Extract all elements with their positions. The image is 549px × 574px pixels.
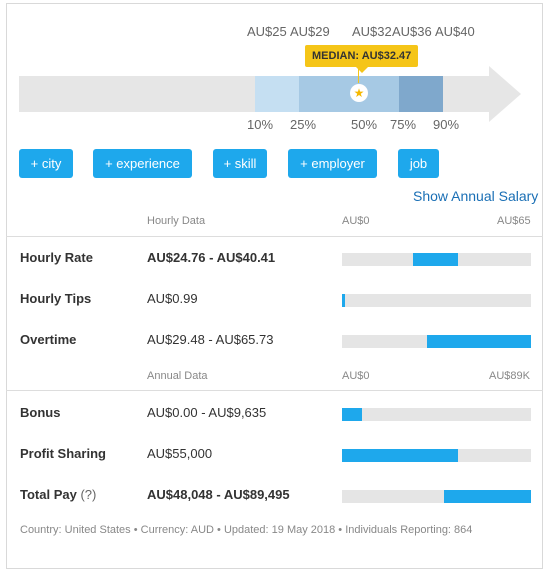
hourly-scale-max: AU$65 [497,215,531,227]
annual-scale-min: AU$0 [342,370,370,382]
bonus-bar-fill [342,408,362,421]
overtime-bar-fill [427,335,531,348]
total-pay-label: Total Pay (?) [20,487,96,502]
total-pay-value: AU$48,048 - AU$89,495 [147,487,290,502]
profit-sharing-label: Profit Sharing [20,446,106,461]
pct-75-value: AU$36 [392,24,432,39]
help-icon[interactable]: (?) [80,487,97,502]
profit-sharing-bar-fill [342,449,458,462]
hourly-rate-bar [342,253,531,266]
pct-90-value: AU$40 [435,24,475,39]
hourly-tips-label: Hourly Tips [20,291,92,306]
pct-label-90: 90% [433,117,460,132]
range-segment-25-75 [299,76,399,112]
median-star-icon: ★ [350,84,368,102]
bonus-bar [342,408,531,421]
total-pay-bar [342,490,531,503]
range-segment-10-25 [255,76,299,112]
filter-experience-button[interactable]: + experience [93,149,192,178]
overtime-bar [342,335,531,348]
pct-label-50: 50% [351,117,378,132]
divider [6,390,543,391]
hourly-tips-bar [342,294,531,307]
profit-sharing-bar [342,449,531,462]
pct-label-10: 10% [247,117,274,132]
filter-skill-button[interactable]: + skill [213,149,267,178]
data-footer: Country: United States • Currency: AUD •… [20,524,473,536]
filter-employer-button[interactable]: + employer [288,149,377,178]
hourly-rate-label: Hourly Rate [20,250,93,265]
bonus-value: AU$0.00 - AU$9,635 [147,405,267,420]
total-pay-bar-fill [444,490,531,503]
filter-job-button[interactable]: job [398,149,439,178]
annual-scale-max: AU$89K [489,370,530,382]
pct-50-value: AU$32 [352,24,392,39]
pct-25-value: AU$29 [290,24,330,39]
hourly-data-header: Hourly Data [147,215,206,227]
range-segment-75-90 [399,76,443,112]
median-badge: MEDIAN: AU$32.47 [305,45,419,73]
annual-data-header: Annual Data [147,370,208,382]
filter-city-button[interactable]: + city [19,149,73,178]
total-pay-label-text: Total Pay [20,487,77,502]
pct-label-75: 75% [390,117,417,132]
show-annual-salary-link[interactable]: Show Annual Salary [413,188,539,204]
overtime-label: Overtime [20,332,77,347]
profit-sharing-value: AU$55,000 [147,446,213,461]
range-arrow [489,66,521,122]
overtime-value: AU$29.48 - AU$65.73 [147,332,274,347]
bonus-label: Bonus [20,405,61,420]
pct-label-25: 25% [290,117,317,132]
hourly-scale-min: AU$0 [342,215,370,227]
pct-10-value: AU$25 [247,24,287,39]
hourly-rate-value: AU$24.76 - AU$40.41 [147,250,276,265]
median-tick [358,69,359,83]
divider [6,236,543,237]
hourly-tips-value: AU$0.99 [147,291,198,306]
hourly-tips-bar-fill [342,294,345,307]
hourly-rate-bar-fill [413,253,458,266]
